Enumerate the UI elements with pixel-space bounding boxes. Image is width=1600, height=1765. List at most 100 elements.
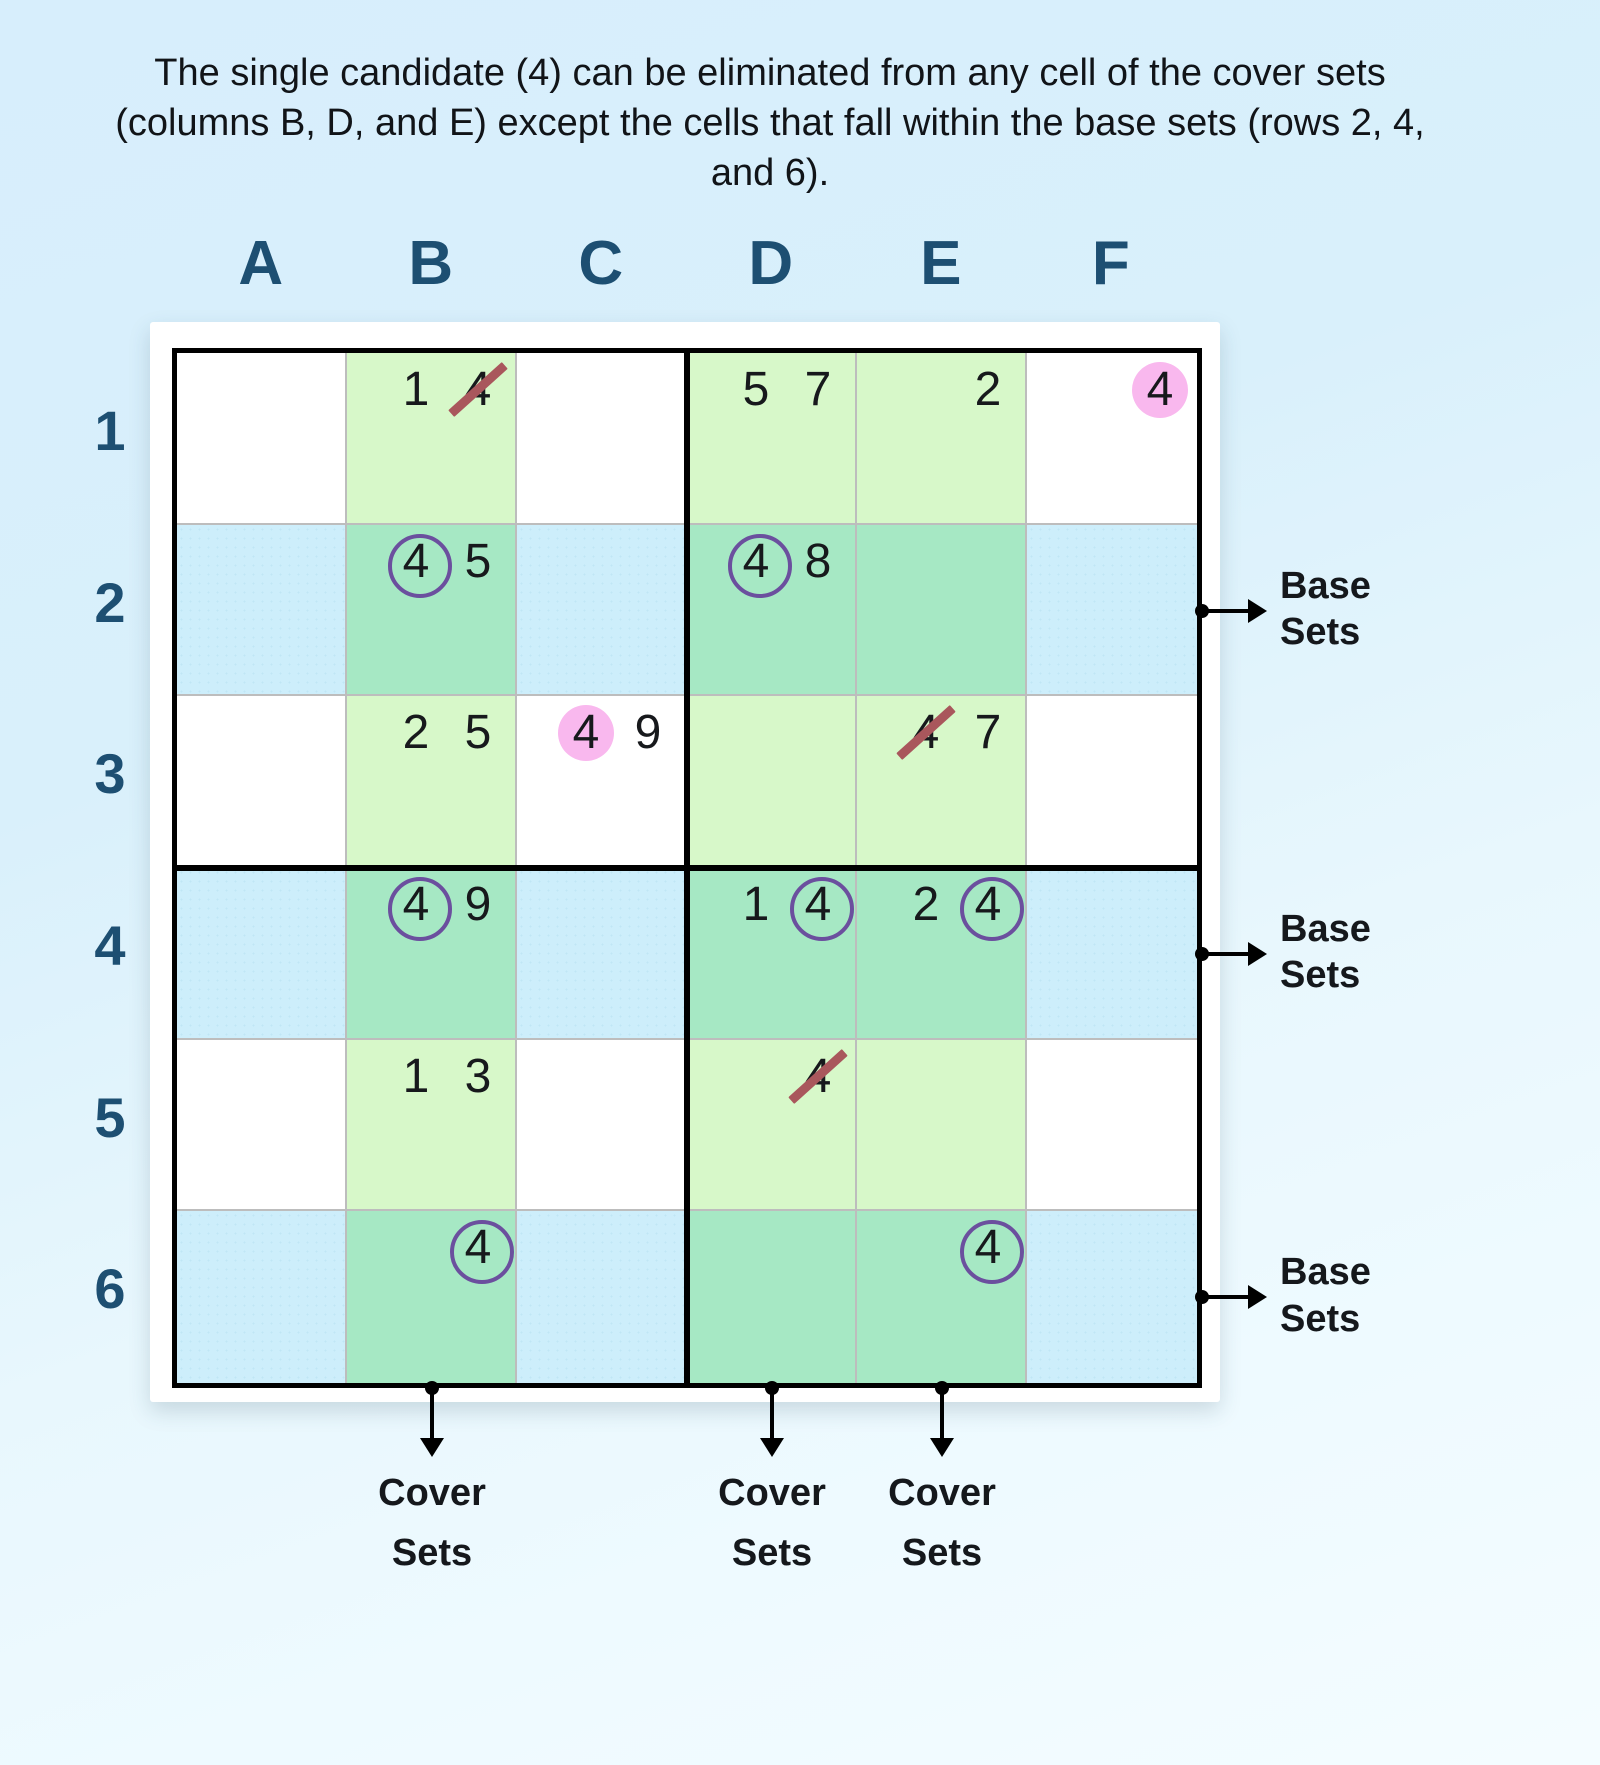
candidate-9[interactable]: 9	[455, 877, 501, 933]
grid-cell-d5[interactable]: 4	[687, 1039, 857, 1212]
candidate-4-circled[interactable]: 4	[388, 877, 452, 941]
candidate-7[interactable]: 7	[795, 362, 841, 418]
candidate-1[interactable]: 1	[393, 362, 439, 418]
grid-cell-a5[interactable]	[177, 1039, 347, 1212]
grid-cell-e5[interactable]	[857, 1039, 1027, 1212]
base-set-arrow-row-4	[1202, 951, 1250, 956]
base-sets-label-row-4: Base Sets	[1280, 906, 1371, 999]
candidate-4-struck[interactable]: 4	[903, 705, 949, 761]
base-sets-label-line2: Sets	[1280, 610, 1361, 653]
cover-sets-label-line2: Sets	[901, 1532, 983, 1575]
cover-set-arrow-col-b	[430, 1388, 434, 1440]
grid-cell-a1[interactable]	[177, 353, 347, 525]
candidate-1[interactable]: 1	[733, 877, 779, 933]
candidate-list: 2	[857, 359, 1025, 421]
candidate-4-circled[interactable]: 4	[960, 877, 1024, 941]
candidate-4-circled[interactable]: 4	[388, 533, 452, 598]
grid-cell-e1[interactable]: 2	[857, 353, 1027, 525]
grid-cell-c1[interactable]	[517, 353, 687, 525]
grid-cell-b6[interactable]: 4	[347, 1211, 517, 1383]
candidate-2[interactable]: 2	[965, 362, 1011, 418]
grid-cell-a6[interactable]	[177, 1211, 347, 1383]
cover-sets-label-line2: Sets	[731, 1532, 813, 1575]
grid-cell-f6[interactable]	[1027, 1211, 1197, 1383]
cover-set-arrowhead-col-b	[420, 1438, 444, 1457]
grid-cell-c2[interactable]	[517, 524, 687, 697]
grid-cell-c4[interactable]	[517, 868, 687, 1040]
grid-cell-f3[interactable]	[1027, 696, 1197, 868]
candidate-3[interactable]: 3	[455, 1049, 501, 1105]
candidate-5[interactable]: 5	[455, 705, 501, 761]
column-header-row: A B C D E F	[170, 228, 1200, 318]
grid-cell-f1[interactable]: 4	[1027, 353, 1197, 525]
candidate-value: 1	[742, 878, 770, 931]
row-header-column: 1 2 3 4 5 6	[60, 348, 160, 1388]
candidate-4-circled[interactable]: 4	[790, 877, 854, 941]
candidate-value: 9	[634, 706, 662, 760]
grid-cell-d3[interactable]	[687, 696, 857, 868]
candidate-4-pink[interactable]: 4	[558, 705, 614, 762]
candidate-4-struck[interactable]: 4	[455, 362, 501, 418]
cover-sets-label-col-d: Cover Sets	[662, 1470, 882, 1577]
base-set-arrow-row-6	[1202, 1295, 1250, 1300]
cover-sets-label-line1: Cover	[718, 1472, 826, 1514]
candidate-2[interactable]: 2	[903, 877, 949, 933]
candidate-value: 4	[1146, 363, 1174, 416]
grid-cell-f2[interactable]	[1027, 524, 1197, 697]
candidate-4-pink[interactable]: 4	[1132, 362, 1188, 418]
grid-cell-a2[interactable]	[177, 524, 347, 697]
candidate-9[interactable]: 9	[625, 705, 671, 761]
column-header-e: E	[920, 229, 962, 298]
grid-cell-c5[interactable]	[517, 1039, 687, 1212]
grid-cell-a3[interactable]	[177, 696, 347, 868]
cover-set-arrow-col-d	[770, 1388, 774, 1440]
grid-cell-f4[interactable]	[1027, 868, 1197, 1040]
candidate-4-circled[interactable]: 4	[728, 533, 792, 598]
column-header-a: A	[238, 229, 284, 298]
candidate-value: 1	[402, 363, 430, 416]
candidate-7[interactable]: 7	[965, 705, 1011, 761]
grid-cell-d6[interactable]	[687, 1211, 857, 1383]
candidate-2[interactable]: 2	[393, 705, 439, 761]
grid-cell-c6[interactable]	[517, 1211, 687, 1383]
grid-cell-a4[interactable]	[177, 868, 347, 1040]
candidate-4-circled[interactable]: 4	[450, 1220, 514, 1285]
candidate-value: 4	[402, 534, 430, 588]
box-separator-horizontal	[177, 865, 1197, 871]
candidate-5[interactable]: 5	[733, 362, 779, 418]
candidate-value: 2	[402, 706, 430, 760]
row-header-3: 3	[94, 742, 126, 806]
candidate-value: 4	[742, 534, 770, 588]
cover-sets-label-col-e: Cover Sets	[832, 1470, 1052, 1577]
grid-cell-f5[interactable]	[1027, 1039, 1197, 1212]
candidate-5[interactable]: 5	[455, 534, 501, 590]
candidate-4-struck[interactable]: 4	[795, 1049, 841, 1105]
base-sets-label-line1: Base	[1280, 907, 1371, 950]
grid-cell-e2[interactable]	[857, 524, 1027, 697]
grid-cell-e6[interactable]: 4	[857, 1211, 1027, 1383]
candidate-1[interactable]: 1	[393, 1049, 439, 1105]
candidate-value: 7	[804, 363, 832, 416]
cover-set-arrowhead-col-d	[760, 1438, 784, 1457]
base-set-arrow-row-2	[1202, 608, 1250, 613]
candidate-4-circled[interactable]: 4	[960, 1220, 1024, 1285]
candidate-8[interactable]: 8	[795, 534, 841, 590]
row-header-2: 2	[94, 570, 126, 634]
cover-sets-label-line2: Sets	[391, 1532, 473, 1575]
